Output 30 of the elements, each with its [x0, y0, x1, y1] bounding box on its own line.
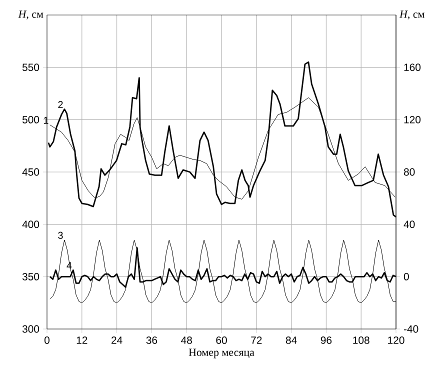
- y2-tick-label: 160: [404, 64, 421, 72]
- y2-tick-label: -40: [404, 325, 418, 333]
- x-axis-title: Номер месяца: [188, 348, 254, 358]
- y-tick-label: 400: [22, 220, 40, 228]
- y2-axis-title: H, см: [399, 10, 424, 20]
- x-tick-label: 36: [146, 336, 158, 344]
- x-tick-label: 24: [112, 336, 122, 344]
- y-tick-label: 550: [22, 64, 40, 72]
- y-tick-label: 350: [22, 272, 40, 280]
- y2-tick-label: 80: [404, 168, 415, 176]
- x-tick-label: 48: [181, 336, 192, 344]
- y-axis-title: H, см: [18, 10, 44, 20]
- x-tick-label: 96: [320, 336, 332, 344]
- x-tick-label: 108: [353, 336, 370, 344]
- x-tick-label: 120: [388, 336, 404, 344]
- series-label: 2: [58, 101, 63, 108]
- x-tick-label: 12: [76, 336, 88, 344]
- y2-tick-label: 0: [404, 272, 409, 280]
- y-tick-label: 450: [22, 168, 40, 176]
- series-label: 3: [58, 232, 63, 239]
- y2-tick-label: 120: [404, 116, 421, 124]
- y-tick-label: 500: [22, 116, 40, 124]
- x-tick-label: 84: [286, 336, 297, 344]
- y-tick-label: 300: [22, 325, 40, 333]
- x-tick-label: 72: [251, 336, 262, 344]
- x-tick-label: 0: [44, 336, 50, 344]
- series-label: 4: [66, 262, 72, 269]
- y2-tick-label: 40: [404, 220, 415, 228]
- x-tick-label: 60: [216, 336, 227, 344]
- series-label: 1: [44, 116, 48, 124]
